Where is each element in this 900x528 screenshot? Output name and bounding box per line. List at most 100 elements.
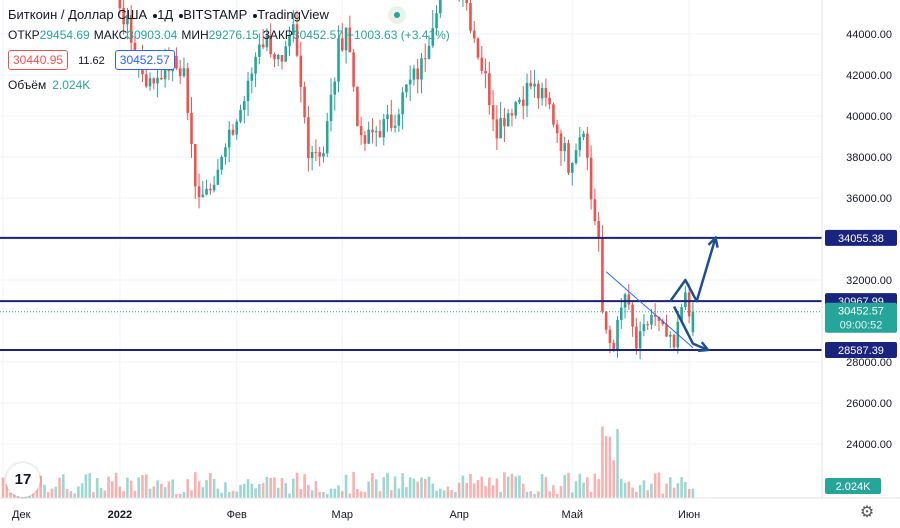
volume-bar (341, 491, 344, 498)
candle-body (525, 82, 529, 106)
candle-body (586, 133, 589, 158)
volume-bar (175, 493, 178, 498)
candle-body (533, 83, 536, 87)
candle-body (284, 46, 288, 62)
volume-bar (416, 481, 419, 498)
bar-countdown-label: 09:00:52 (840, 320, 883, 332)
volume-bar (378, 491, 382, 498)
volume-bar (574, 481, 578, 498)
gear-icon[interactable]: ⚙ (859, 504, 875, 521)
candle-body (552, 104, 555, 125)
candle-body (488, 73, 491, 106)
volume-bar (114, 472, 118, 498)
candle-body (423, 58, 427, 60)
candle-body (401, 92, 404, 115)
volume-bar (363, 491, 367, 498)
volume-bar (84, 474, 88, 498)
volume-bar (405, 487, 408, 498)
candle-body (650, 314, 653, 325)
buy-price-button[interactable]: 30452.57 (114, 50, 175, 70)
volume-bar (616, 429, 619, 498)
candle-body (684, 292, 687, 308)
volume-bar (167, 481, 171, 498)
symbol-title-row: Биткоин / Доллар США 1Д BITSTAMP TradingVie… (8, 7, 329, 22)
candle-body (224, 147, 227, 157)
candle-body (220, 156, 223, 170)
sell-price-button[interactable]: 30440.95 (8, 50, 69, 70)
volume-bar (446, 486, 450, 498)
candle-body (265, 35, 269, 48)
volume-bar (329, 488, 333, 498)
x-tick-label: Июн (678, 509, 700, 521)
candle-body (469, 3, 472, 31)
volume-bar (514, 476, 518, 498)
candle-body (276, 55, 280, 60)
candle-body (570, 163, 574, 173)
candle-body (352, 52, 355, 87)
candle-body (412, 68, 416, 80)
y-tick-label: 42000.00 (846, 70, 892, 82)
volume-bar (1, 477, 5, 498)
separator-dot (179, 13, 184, 18)
volume-bar (491, 485, 495, 498)
candle-body (374, 131, 378, 133)
volume-bar (480, 476, 484, 498)
volume-bar (510, 473, 514, 498)
volume-bar (457, 482, 461, 498)
interval-label[interactable]: 1Д (157, 7, 174, 22)
candle-body (261, 44, 265, 48)
candle-body (601, 238, 604, 312)
volume-bar (423, 478, 427, 498)
volume-bar (322, 492, 325, 498)
volume-bar (171, 479, 174, 498)
candle-body (563, 143, 567, 152)
volume-bar (408, 477, 412, 498)
volume-bar (269, 477, 272, 498)
volume-bar (367, 481, 370, 498)
candle-body (665, 324, 668, 337)
volume-bar (303, 474, 306, 498)
candle-body (642, 324, 646, 332)
volume-bar (401, 473, 404, 498)
volume-bar (133, 490, 137, 498)
candle-body (555, 124, 559, 134)
candle-body (122, 8, 125, 25)
volume-bar (442, 490, 446, 498)
volume-bar (469, 473, 472, 498)
volume-bar (631, 487, 634, 498)
volume-bar (657, 472, 661, 498)
volume-bar (69, 491, 73, 498)
candle-body (495, 119, 499, 139)
candle-body (608, 329, 612, 343)
volume-bar (148, 488, 152, 498)
candle-body (668, 334, 672, 337)
low-value: 29276.15 (208, 28, 259, 42)
volume-bar (676, 483, 680, 498)
level-price-label-bg (825, 229, 897, 246)
volume-bar (570, 492, 574, 498)
volume-bar (88, 473, 92, 498)
symbol-name[interactable]: Биткоин / Доллар США (8, 7, 148, 22)
candle-body (337, 38, 340, 82)
candle-body (390, 114, 393, 128)
candle-body (371, 129, 374, 133)
level-price-label: 28587.39 (838, 345, 884, 357)
candle-body (661, 320, 665, 325)
market-status-icon[interactable] (388, 6, 406, 24)
tradingview-logo[interactable]: 17 (6, 463, 40, 497)
chart-legend: Биткоин / Доллар США 1Д BITSTAMP TradingVie… (0, 0, 600, 100)
x-tick-label: Май (561, 509, 583, 521)
candle-body (269, 35, 272, 55)
volume-bar (646, 490, 649, 498)
horizontal-levels (0, 236, 822, 351)
source-label: TradingView (257, 7, 329, 22)
volume-bar (118, 486, 122, 498)
volume-bar (295, 472, 299, 498)
volume-bar (77, 486, 80, 498)
volume-bar (129, 480, 133, 498)
candle-body (393, 125, 397, 128)
candle-body (246, 80, 250, 102)
volume-bar (567, 472, 570, 498)
candle-body (578, 137, 582, 151)
